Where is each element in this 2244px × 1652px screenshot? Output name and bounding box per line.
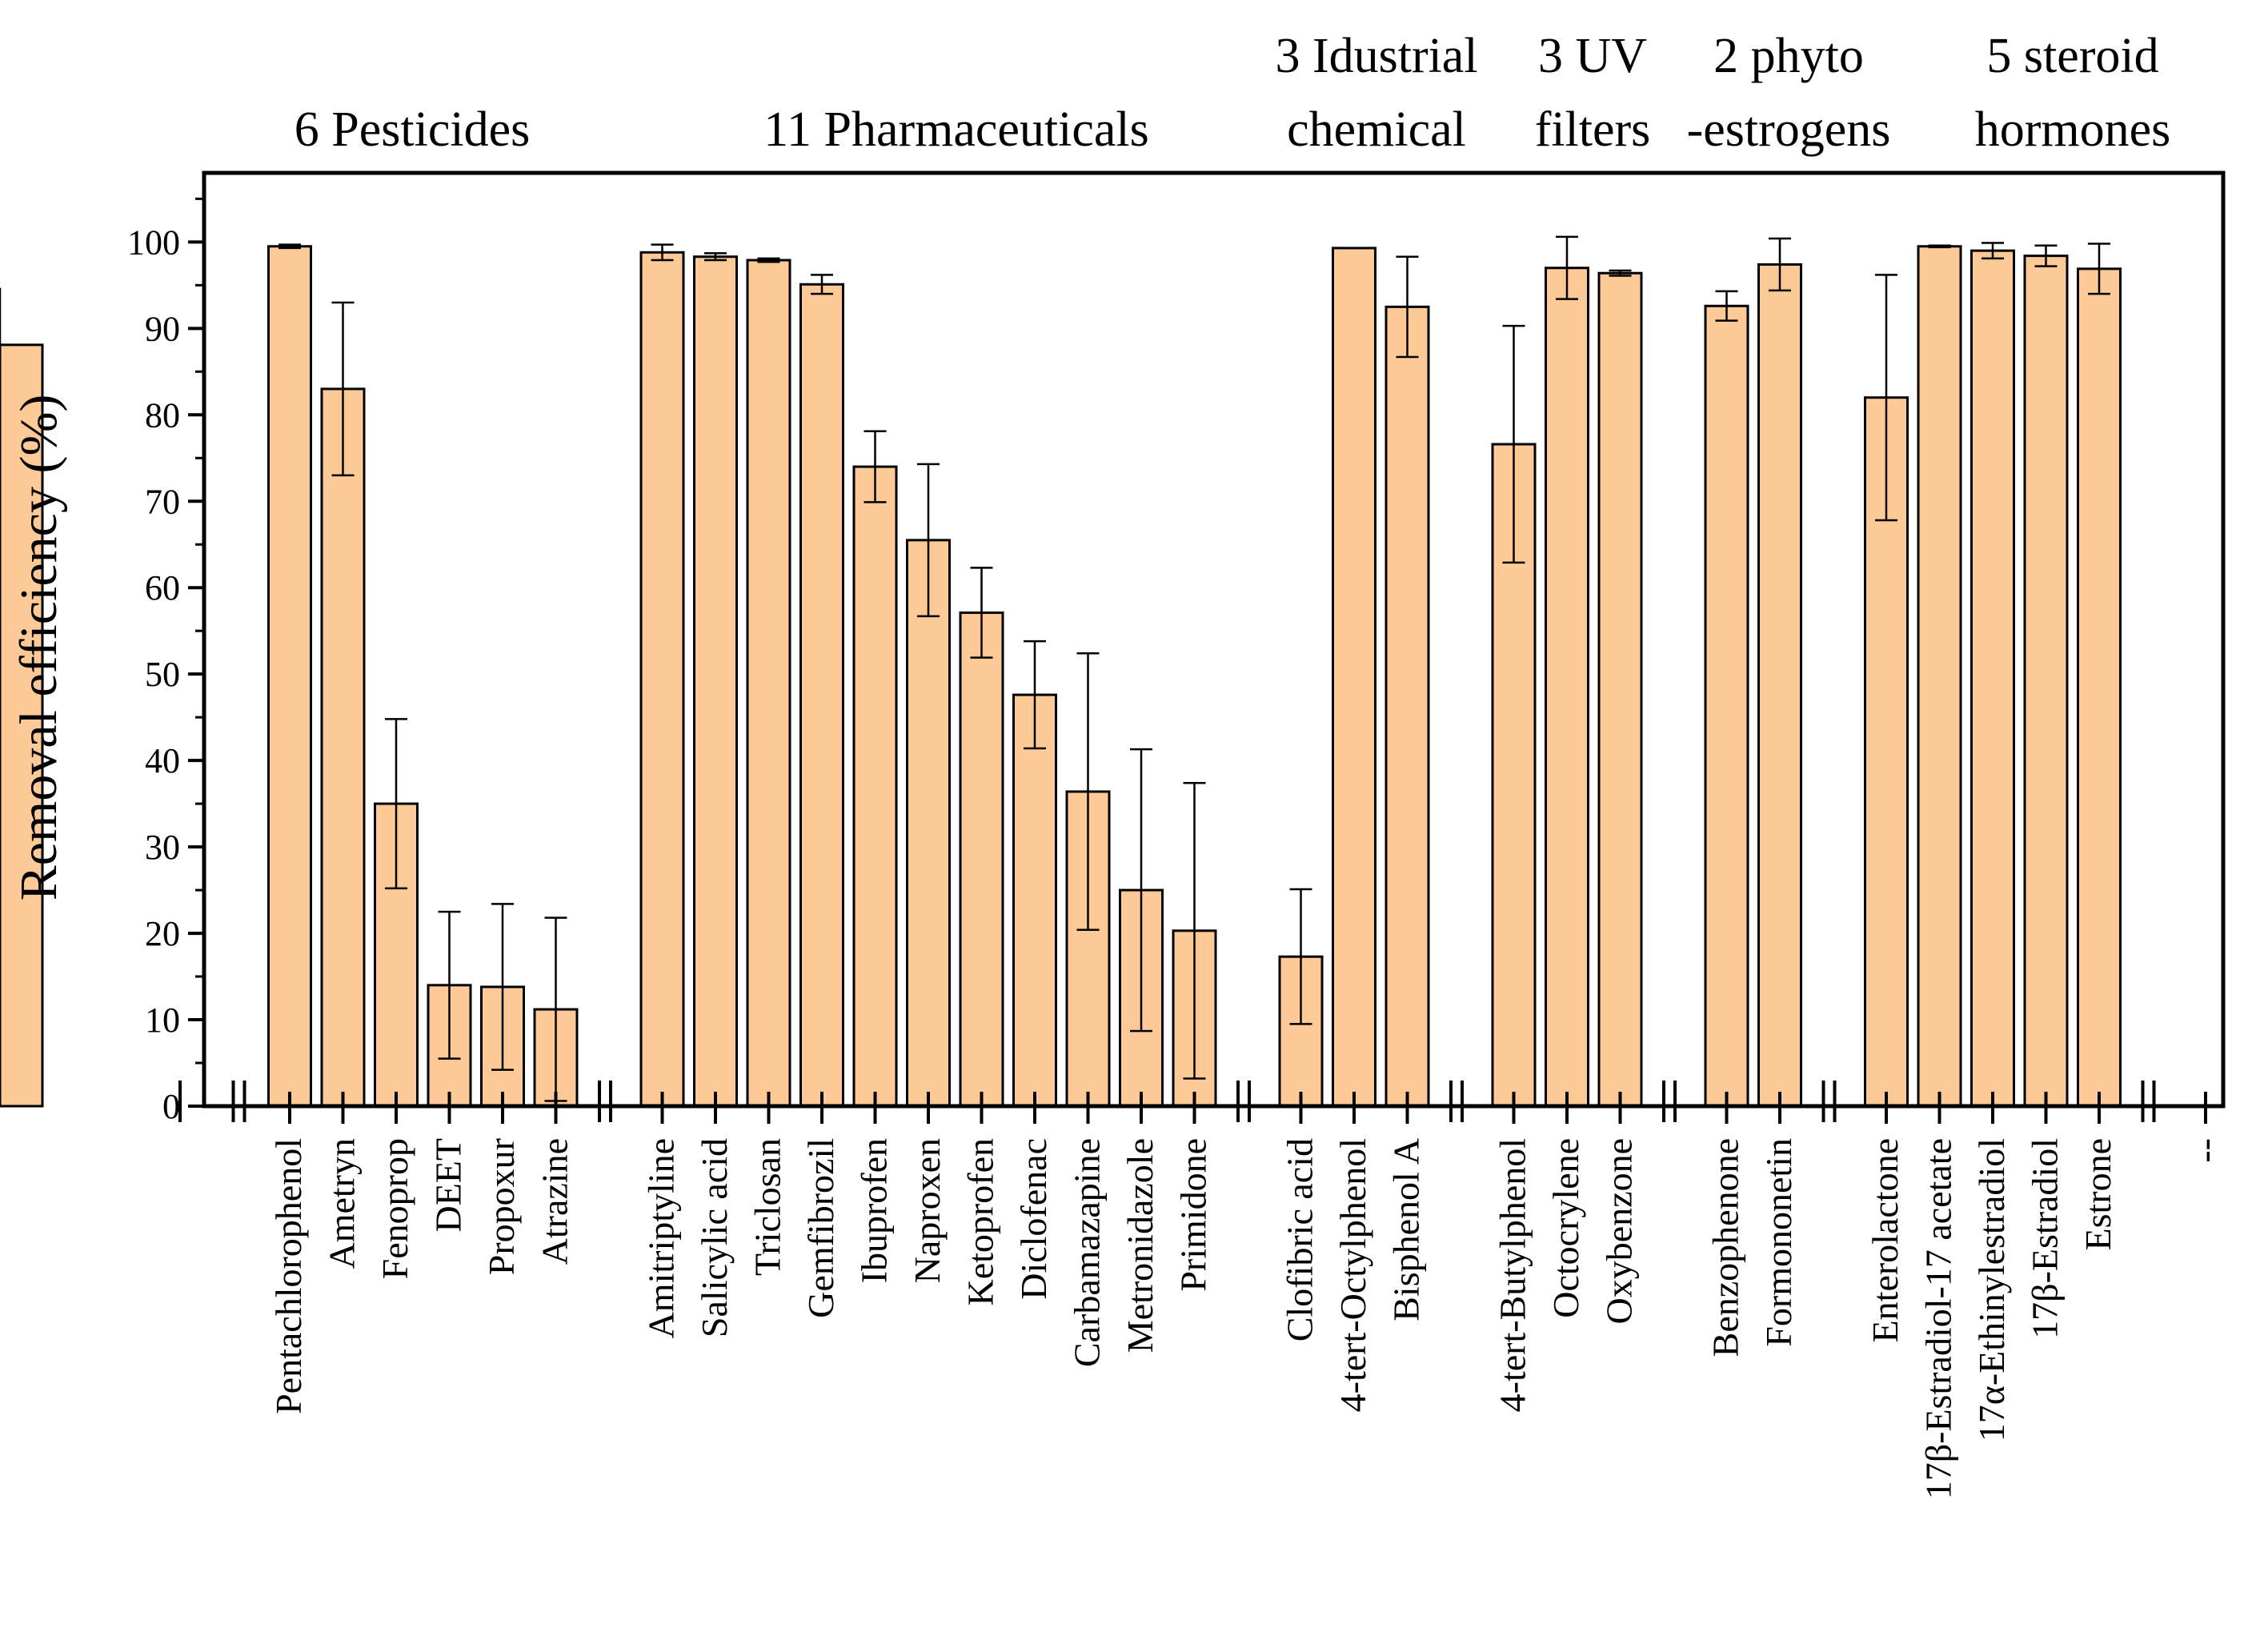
bar — [267, 245, 312, 1108]
category-label: Fenoprop — [375, 1138, 415, 1279]
category-label: Ibuprofen — [854, 1138, 895, 1283]
category-label: 17α-Ethinylestradiol — [1971, 1138, 2012, 1441]
bar — [852, 465, 898, 1108]
category-label: 17β-Estradiol — [2025, 1138, 2066, 1339]
bar — [320, 387, 366, 1108]
group-label: -estrogens — [1687, 102, 1891, 157]
category-label: Primidone — [1173, 1138, 1214, 1292]
y-tick-label: 80 — [145, 395, 180, 435]
category-label: -- — [2184, 1138, 2225, 1163]
bar — [1970, 249, 2015, 1108]
group-label: 6 Pesticides — [295, 102, 530, 157]
y-tick-label: 60 — [145, 568, 180, 607]
group-label: hormones — [1975, 102, 2171, 157]
category-label: Diclofenac — [1013, 1138, 1054, 1300]
bar — [1597, 271, 1643, 1108]
category-label: 17β-Estradiol-17 acetate — [1918, 1138, 1959, 1499]
category-label: Benzophenone — [1705, 1138, 1746, 1357]
category-label: Propoxur — [481, 1138, 522, 1275]
plot-frame — [202, 170, 2226, 1109]
y-tick-label: 20 — [145, 914, 180, 953]
category-label: 4-tert-Octylphenol — [1332, 1138, 1373, 1412]
category-label: Formononetin — [1758, 1138, 1799, 1347]
category-label: Metronidazole — [1120, 1138, 1160, 1353]
category-labels: Pentachlorophenol Ametryn Fenoprop DEET Prop… — [268, 1138, 2225, 1499]
y-axis-title: Removal efficiency (%) — [10, 395, 68, 901]
bar — [2023, 255, 2069, 1108]
group-label: 5 steroid — [1986, 29, 2158, 83]
category-label: Gemfibrozil — [800, 1138, 841, 1318]
category-label: Salicylic acid — [694, 1138, 735, 1337]
bar — [1332, 247, 1376, 1108]
category-label: DEET — [428, 1138, 469, 1233]
category-label: Ketoprofen — [960, 1138, 1001, 1305]
bar — [959, 611, 1004, 1108]
category-label: Amitriptyline — [641, 1138, 682, 1338]
bar — [693, 255, 738, 1108]
y-gridless-ticks: 0 10 20 30 40 50 60 70 80 90 100 — [127, 197, 204, 1126]
group-label: 3 Idustrial — [1275, 29, 1477, 83]
bar — [639, 251, 685, 1108]
category-label: Clofibric acid — [1280, 1138, 1320, 1341]
bar — [1704, 304, 1749, 1108]
bar — [906, 539, 951, 1108]
category-label: 4-tert-Butylphenol — [1493, 1138, 1533, 1412]
category-label: Oxybenzone — [1599, 1138, 1640, 1324]
bar — [799, 283, 844, 1108]
bars — [0, 245, 2122, 1108]
y-tick-label: 10 — [145, 1000, 180, 1040]
category-label: Ametryn — [322, 1138, 363, 1269]
bar — [1384, 305, 1430, 1108]
group-label: 2 phyto — [1713, 29, 1864, 83]
bar — [1545, 267, 1589, 1108]
error-bars — [0, 235, 2110, 1102]
category-label: Naproxen — [907, 1138, 948, 1283]
category-label: Atrazine — [535, 1138, 575, 1265]
group-label: filters — [1535, 102, 1651, 157]
y-tick-label: 100 — [127, 223, 180, 262]
bar — [1757, 263, 1802, 1108]
y-tick-label: 90 — [145, 309, 180, 348]
category-label: Pentachlorophenol — [268, 1138, 309, 1414]
bar — [1917, 245, 1962, 1108]
bar — [2077, 267, 2122, 1108]
y-tick-label: 0 — [162, 1087, 180, 1126]
bar — [746, 259, 791, 1108]
group-label: 3 UV — [1538, 29, 1647, 83]
category-label: Carbamazapine — [1067, 1138, 1108, 1367]
category-label: Estrone — [2078, 1138, 2118, 1251]
y-tick-label: 30 — [145, 828, 180, 867]
y-tick-label: 40 — [145, 741, 180, 780]
y-tick-label: 70 — [145, 482, 180, 521]
category-label: Triclosan — [747, 1138, 788, 1276]
category-label: Enterolactone — [1865, 1138, 1905, 1342]
group-label: 11 Pharmaceuticals — [763, 102, 1148, 157]
group-label: chemical — [1287, 102, 1466, 157]
y-tick-label: 50 — [145, 655, 180, 694]
category-label: Octocrylene — [1545, 1138, 1586, 1318]
bar — [1491, 443, 1537, 1108]
bar — [1012, 693, 1057, 1108]
category-label: Bisphenol A — [1386, 1138, 1427, 1321]
bar — [0, 343, 44, 1108]
group-labels: 6 Pesticides 11 Pharmaceuticals 3 Idustria… — [295, 29, 2171, 157]
